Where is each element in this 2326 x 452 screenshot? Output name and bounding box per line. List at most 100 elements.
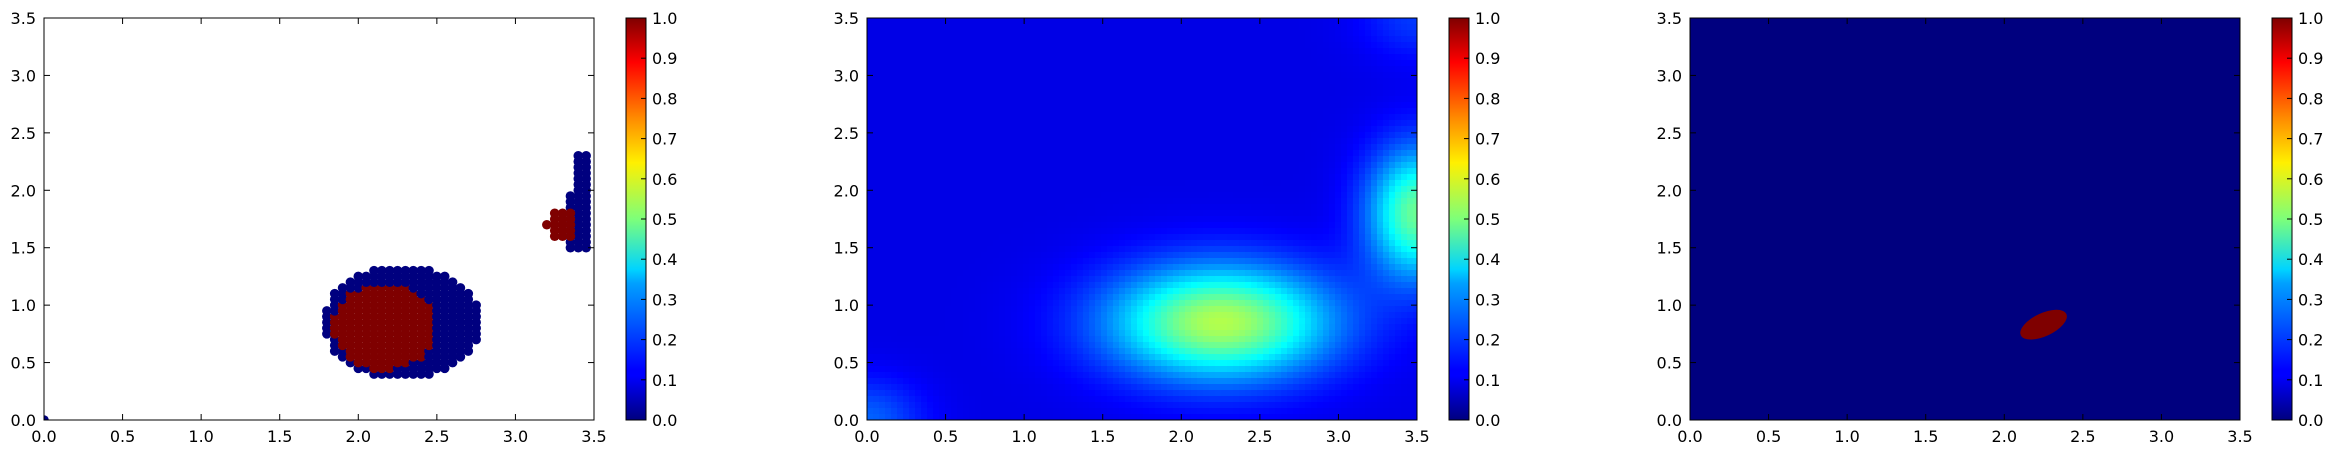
heatmap-cell: [975, 408, 982, 415]
heatmap-cell: [1077, 234, 1084, 241]
heatmap-cell: [981, 48, 988, 55]
heatmap-cell: [939, 234, 946, 241]
heatmap-cell: [1221, 42, 1228, 49]
heatmap-cell: [927, 174, 934, 181]
heatmap-cell: [1185, 336, 1192, 343]
heatmap-cell: [999, 222, 1006, 229]
heatmap-cell: [1203, 408, 1210, 415]
heatmap-cell: [1035, 276, 1042, 283]
heatmap-cell: [945, 78, 952, 85]
heatmap-cell: [945, 120, 952, 127]
heatmap-cell: [1059, 78, 1066, 85]
heatmap-cell: [1227, 96, 1234, 103]
heatmap-cell: [927, 78, 934, 85]
heatmap-cell: [915, 174, 922, 181]
heatmap-cell: [1233, 174, 1240, 181]
heatmap-cell: [879, 174, 886, 181]
heatmap-cell: [921, 366, 928, 373]
heatmap-cell: [1059, 264, 1066, 271]
heatmap-cell: [1071, 258, 1078, 265]
heatmap-cell: [1101, 54, 1108, 61]
heatmap-cell: [1173, 402, 1180, 409]
heatmap-cell: [1221, 396, 1228, 403]
heatmap-cell: [1137, 342, 1144, 349]
heatmap-cell: [1089, 240, 1096, 247]
heatmap-cell: [1035, 414, 1042, 420]
heatmap-cell: [1131, 114, 1138, 121]
heatmap-cell: [963, 258, 970, 265]
heatmap-cell: [933, 84, 940, 91]
heatmap-cell: [1023, 198, 1030, 205]
heatmap-cell: [1221, 144, 1228, 151]
heatmap-cell: [1107, 282, 1114, 289]
heatmap-cell: [891, 408, 898, 415]
heatmap-cell: [945, 348, 952, 355]
heatmap-cell: [1071, 174, 1078, 181]
heatmap-cell: [1053, 162, 1060, 169]
heatmap-cell: [1245, 150, 1252, 157]
heatmap-cell: [969, 156, 976, 163]
heatmap-cell: [1155, 216, 1162, 223]
heatmap-cell: [957, 30, 964, 37]
heatmap-cell: [999, 60, 1006, 67]
heatmap-cell: [1053, 342, 1060, 349]
heatmap-cell: [915, 204, 922, 211]
heatmap-cell: [999, 66, 1006, 73]
heatmap-cell: [1131, 348, 1138, 355]
heatmap-cell: [975, 384, 982, 391]
heatmap-cell: [1239, 258, 1246, 265]
heatmap-cell: [1269, 36, 1276, 43]
heatmap-cell: [1011, 114, 1018, 121]
heatmap-cell: [975, 120, 982, 127]
heatmap-cell: [975, 354, 982, 361]
heatmap-cell: [1071, 240, 1078, 247]
heatmap-cell: [1113, 300, 1120, 307]
heatmap-cell: [981, 108, 988, 115]
heatmap-cell: [1053, 78, 1060, 85]
heatmap-cell: [1119, 414, 1126, 420]
heatmap-cell: [1113, 162, 1120, 169]
heatmap-cell: [1065, 108, 1072, 115]
heatmap-cell: [1005, 96, 1012, 103]
heatmap-cell: [921, 162, 928, 169]
heatmap-cell: [993, 396, 1000, 403]
heatmap-cell: [1029, 204, 1036, 211]
heatmap-cell: [987, 312, 994, 319]
heatmap-cell: [903, 408, 910, 415]
heatmap-cell: [1035, 222, 1042, 229]
heatmap-cell: [885, 288, 892, 295]
heatmap-cell: [933, 366, 940, 373]
heatmap-cell: [1197, 168, 1204, 175]
heatmap-cell: [1005, 216, 1012, 223]
heatmap-cell: [867, 222, 874, 229]
heatmap-cell: [993, 216, 1000, 223]
heatmap-cell: [1167, 168, 1174, 175]
heatmap-cell: [945, 354, 952, 361]
heatmap-cell: [1119, 246, 1126, 253]
heatmap-cell: [1209, 372, 1216, 379]
heatmap-cell: [1221, 150, 1228, 157]
heatmap-cell: [1179, 204, 1186, 211]
heatmap-cell: [921, 252, 928, 259]
heatmap-cell: [987, 354, 994, 361]
heatmap-cell: [999, 276, 1006, 283]
heatmap-cell: [1173, 324, 1180, 331]
heatmap-cell: [939, 42, 946, 49]
heatmap-cell: [1005, 366, 1012, 373]
heatmap-cell: [933, 198, 940, 205]
heatmap-cell: [1161, 294, 1168, 301]
heatmap-cell: [1269, 324, 1276, 331]
heatmap-cell: [1119, 282, 1126, 289]
heatmap-cell: [1005, 60, 1012, 67]
heatmap-cell: [951, 390, 958, 397]
heatmap-cell: [1089, 330, 1096, 337]
heatmap-cell: [945, 114, 952, 121]
heatmap-cell: [1005, 120, 1012, 127]
heatmap-cell: [1071, 180, 1078, 187]
heatmap-cell: [867, 102, 874, 109]
heatmap-cell: [1269, 90, 1276, 97]
heatmap-cell: [1257, 384, 1264, 391]
heatmap-cell: [957, 306, 964, 313]
heatmap-cell: [1167, 204, 1174, 211]
